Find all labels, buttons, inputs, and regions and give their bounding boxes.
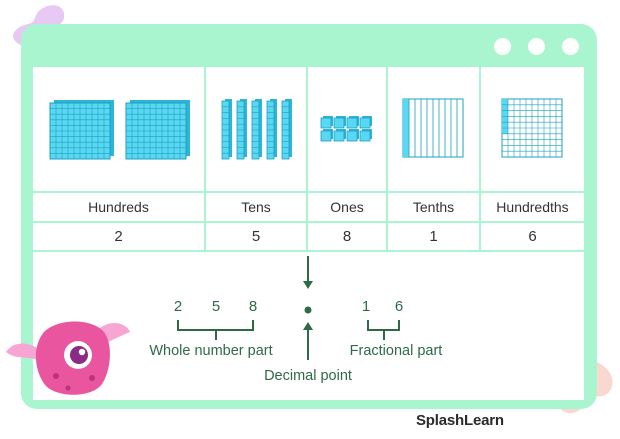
value-tens: 5 — [204, 221, 308, 252]
fractional-part-label: Fractional part — [350, 343, 443, 359]
unit-cubes-icon — [320, 116, 372, 142]
unit-cube — [320, 129, 333, 142]
fraction-digit: 6 — [395, 298, 403, 315]
whole-digit: 2 — [174, 298, 182, 315]
ten-rod — [251, 99, 262, 160]
hundredths-shaded-cell — [501, 128, 508, 134]
value-hundreds: 2 — [33, 221, 206, 252]
tenths-grid-cell — [386, 67, 481, 193]
fraction-bracket — [367, 320, 400, 340]
hundred-flat — [125, 100, 190, 160]
splashlearn-logo: SplashLearn — [416, 412, 504, 429]
hundreds-blocks-cell — [33, 67, 206, 193]
blocks-row — [33, 67, 584, 193]
fraction-digit: 1 — [362, 298, 370, 315]
hundredths-shaded-cell — [501, 122, 508, 128]
unit-cube — [346, 116, 359, 129]
monster-mascot-icon — [6, 321, 130, 395]
window-dot-3 — [562, 38, 579, 55]
label-tenths: Tenths — [386, 191, 481, 223]
tenths-shaded-column — [402, 99, 409, 157]
hundredths-shaded-cell — [501, 110, 508, 117]
tens-blocks-cell — [204, 67, 308, 193]
label-hundreds: Hundreds — [33, 191, 206, 223]
ten-rod — [281, 99, 292, 160]
unit-cube — [359, 116, 372, 129]
label-ones: Ones — [306, 191, 388, 223]
values-row: 2 5 8 1 6 — [33, 221, 584, 252]
unit-cube — [359, 129, 372, 142]
hundred-flat — [49, 100, 114, 160]
window-dot-1 — [494, 38, 511, 55]
value-hundredths: 6 — [479, 221, 584, 252]
whole-bracket — [177, 320, 254, 340]
whole-number-label: Whole number part — [149, 343, 272, 359]
hundredths-shaded-cell — [501, 116, 508, 123]
label-tens: Tens — [204, 191, 308, 223]
ones-blocks-cell — [306, 67, 388, 193]
tenths-grid-icon — [402, 98, 463, 158]
down-arrow-icon — [303, 281, 313, 289]
content-panel: Hundreds Tens Ones Tenths Hundredths 2 5… — [33, 67, 584, 400]
hundredths-shaded-cell — [501, 104, 508, 111]
labels-row: Hundreds Tens Ones Tenths Hundredths — [33, 191, 584, 223]
unit-cube — [333, 116, 346, 129]
ten-rod-blocks-icon — [221, 99, 292, 160]
hundredths-grid-icon — [501, 98, 562, 158]
place-value-table: Hundreds Tens Ones Tenths Hundredths 2 5… — [33, 67, 584, 252]
hundredths-grid-cell — [479, 67, 584, 193]
window-dot-2 — [528, 38, 545, 55]
decimal-point-dot — [304, 306, 312, 314]
value-ones: 8 — [306, 221, 388, 252]
up-arrow-icon — [303, 322, 313, 330]
unit-cube — [320, 116, 333, 129]
hundred-flat-blocks-icon — [49, 100, 190, 160]
ten-rod — [221, 99, 232, 160]
unit-cube — [333, 129, 346, 142]
unit-cube — [346, 129, 359, 142]
whole-digit: 8 — [249, 298, 257, 315]
whole-digit: 5 — [212, 298, 220, 315]
label-hundredths: Hundredths — [479, 191, 584, 223]
ten-rod — [266, 99, 277, 160]
decimal-point-label: Decimal point — [264, 368, 352, 384]
hundredths-shaded-cell — [501, 99, 508, 105]
ten-rod — [236, 99, 247, 160]
value-tenths: 1 — [386, 221, 481, 252]
